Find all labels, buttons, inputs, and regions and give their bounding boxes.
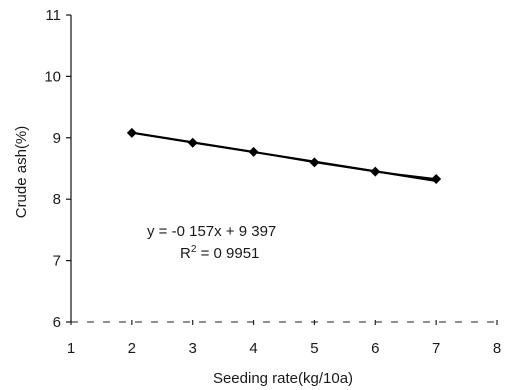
x-axis-label: Seeding rate(kg/10a): [213, 370, 353, 387]
x-tick-labels: 1 2 3 4 5 6 7 8: [67, 340, 501, 357]
x-tick-label: 6: [371, 340, 379, 357]
x-tick-label: 5: [310, 340, 318, 357]
x-axis: [70, 320, 498, 325]
y-axis: [66, 14, 72, 323]
x-tick-label: 2: [128, 340, 136, 357]
r-squared-symbol: R: [180, 245, 191, 262]
series-line: [131, 132, 437, 180]
x-tick-label: 3: [189, 340, 197, 357]
data-points: [126, 127, 442, 184]
x-tick-label: 4: [249, 340, 257, 357]
y-tick-label: 6: [53, 314, 61, 331]
data-point: [126, 127, 137, 138]
data-point: [248, 146, 259, 157]
r-squared-superscript: 2: [191, 244, 197, 255]
y-tick-label: 10: [44, 68, 61, 85]
y-axis-label: Crude ash(%): [13, 126, 30, 219]
y-tick-labels: 6 7 8 9 10 11: [44, 7, 61, 331]
data-point: [187, 137, 198, 148]
r-squared-label: R2 = 0 9951: [180, 244, 259, 262]
data-point: [309, 157, 320, 168]
x-tick-label: 7: [432, 340, 440, 357]
r-squared-value: = 0 9951: [196, 245, 259, 262]
y-tick-label: 7: [53, 253, 61, 270]
y-tick-label: 11: [45, 7, 61, 24]
trendline-equation: y = -0 157x + 9 397: [147, 223, 276, 240]
y-tick-label: 9: [53, 130, 61, 147]
x-tick-label: 1: [67, 340, 75, 357]
data-point: [431, 173, 442, 184]
data-point: [370, 166, 381, 177]
y-tick-label: 8: [53, 191, 61, 208]
x-tick-label: 8: [493, 340, 501, 357]
